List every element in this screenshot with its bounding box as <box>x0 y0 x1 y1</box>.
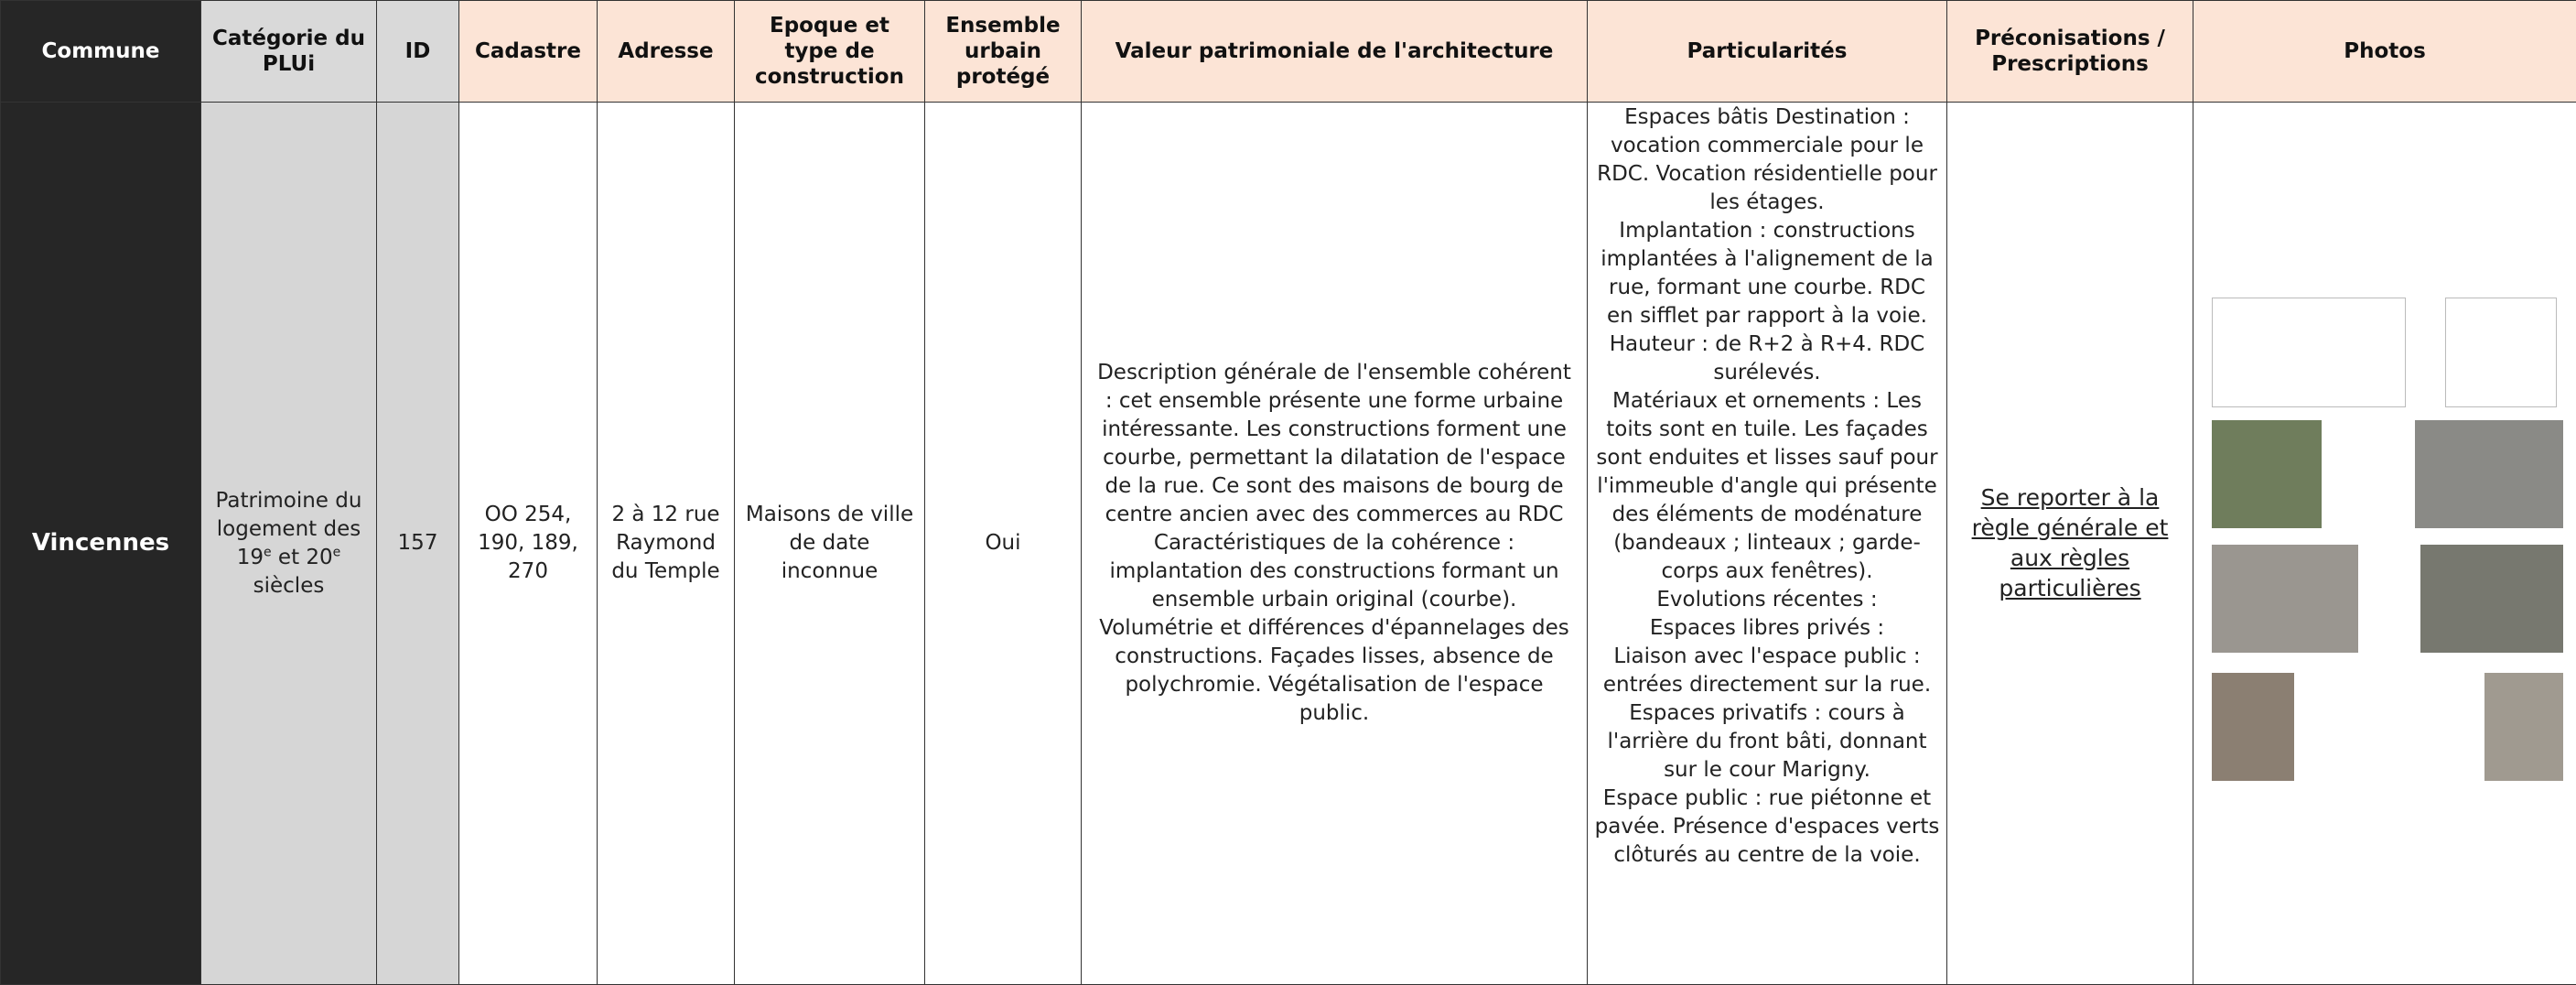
map-image <box>2445 298 2557 407</box>
rule-link[interactable]: Se reporter à la règle générale et aux r… <box>1972 484 2169 601</box>
paragraph: Evolutions récentes : <box>1593 586 1941 614</box>
clip: Espaces bâtis Destination : vocation com… <box>1593 103 1941 984</box>
paragraph: Description générale de l'ensemble cohér… <box>1094 359 1574 529</box>
header-cell: Valeur patrimoniale de l'architecture <box>1082 1 1588 103</box>
valeur: Description générale de l'ensemble cohér… <box>1082 103 1588 985</box>
paragraph: Matériaux et ornements : Les toits sont … <box>1593 387 1941 586</box>
particularites: Espaces bâtis Destination : vocation com… <box>1588 103 1947 985</box>
text: siècles <box>253 574 325 598</box>
photo <box>2212 545 2358 653</box>
paragraph: Hauteur : de R+2 à R+4. RDC surélevés. <box>1593 330 1941 387</box>
text: et 20 <box>272 546 333 569</box>
categorie: Patrimoine du logement des 19e et 20e si… <box>201 103 377 985</box>
header-cell: Particularités <box>1588 1 1947 103</box>
paragraph: Espaces bâtis Destination : vocation com… <box>1593 103 1941 217</box>
header-cell: Epoque et type de construction <box>735 1 925 103</box>
adresse: 2 à 12 rue Raymond du Temple <box>598 103 735 985</box>
header-cell: Cadastre <box>459 1 598 103</box>
paragraph: Espace public : rue piétonne et pavée. P… <box>1593 785 1941 870</box>
ensemble: Oui <box>925 103 1082 985</box>
photo <box>2484 673 2563 781</box>
paragraph: Espaces libres privés : <box>1593 614 1941 643</box>
photos <box>2193 103 2576 985</box>
data-row: Vincennes Patrimoine du logement des 19e… <box>1 103 2576 985</box>
header-row: Commune Catégorie du PLUi ID Cadastre Ad… <box>1 1 2576 103</box>
photo-board <box>2193 103 2576 984</box>
commune: Vincennes <box>1 103 201 985</box>
photo <box>2420 545 2563 653</box>
photo <box>2415 420 2563 528</box>
header-cell: ID <box>377 1 459 103</box>
epoque: Maisons de ville de date inconnue <box>735 103 925 985</box>
header-cell: Commune <box>1 1 201 103</box>
map-image <box>2212 298 2406 407</box>
sup: e <box>264 545 272 559</box>
id: 157 <box>377 103 459 985</box>
header-cell: Ensemble urbain protégé <box>925 1 1082 103</box>
header-cell: Adresse <box>598 1 735 103</box>
paragraph: Caractéristiques de la cohérence : impla… <box>1094 529 1574 728</box>
photo <box>2212 673 2294 781</box>
header-cell: Catégorie du PLUi <box>201 1 377 103</box>
sup: e <box>333 545 341 559</box>
preconisations: Se reporter à la règle générale et aux r… <box>1947 103 2193 985</box>
photo <box>2212 420 2322 528</box>
paragraph: Liaison avec l'espace public : entrées d… <box>1593 643 1941 699</box>
cadastre: OO 254, 190, 189, 270 <box>459 103 598 985</box>
paragraph: Implantation : constructions implantées … <box>1593 217 1941 330</box>
header-cell: Photos <box>2193 1 2576 103</box>
header-cell: Préconisations / Prescriptions <box>1947 1 2193 103</box>
paragraph: Espaces privatifs : cours à l'arrière du… <box>1593 699 1941 785</box>
